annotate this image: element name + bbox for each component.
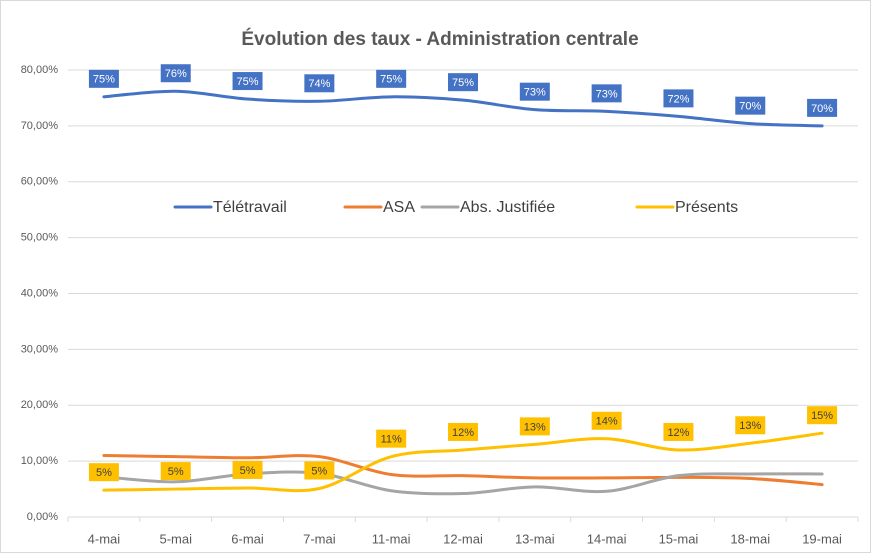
data-label-box: [448, 422, 478, 441]
data-label: 5%: [240, 465, 256, 477]
series-line: [102, 89, 824, 128]
data-label-box: [519, 417, 550, 436]
data-label-box: [232, 72, 263, 91]
data-label: 14%: [596, 416, 618, 428]
y-tick-label: 70,00%: [21, 120, 59, 132]
data-label: 11%: [381, 434, 402, 446]
legend-label: Abs. Justifiée: [460, 199, 555, 216]
legend-label: ASA: [383, 199, 415, 216]
data-label-box: [88, 463, 119, 482]
data-label-box: [591, 411, 622, 430]
data-label: 75%: [452, 77, 474, 89]
data-label-box: [376, 429, 407, 448]
series-line: [102, 454, 824, 487]
data-label-box: [448, 73, 478, 92]
x-tick-label: 19-mai: [802, 531, 842, 546]
x-tick-label: 5-mai: [159, 531, 192, 546]
data-label: 12%: [667, 427, 689, 439]
chart-title: Évolution des taux - Administration cent…: [241, 28, 638, 50]
y-tick-label: 30,00%: [21, 343, 59, 355]
data-label: 72%: [667, 93, 689, 105]
data-label-box: [663, 89, 694, 108]
y-tick-label: 80,00%: [21, 64, 59, 76]
data-label: 75%: [237, 76, 259, 88]
y-tick-label: 50,00%: [21, 232, 59, 244]
legend-label: Télétravail: [213, 199, 287, 216]
y-tick-label: 20,00%: [21, 399, 59, 411]
x-tick-label: 4-mai: [88, 531, 121, 546]
x-tick-label: 7-mai: [303, 531, 336, 546]
data-label: 5%: [96, 467, 112, 479]
data-label-box: [376, 69, 407, 88]
data-label-box: [807, 98, 838, 117]
data-label-box: [807, 406, 838, 425]
data-label: 73%: [596, 88, 618, 100]
x-tick-label: 14-mai: [587, 531, 627, 546]
x-tick-label: 11-mai: [372, 531, 411, 546]
data-label: 5%: [168, 466, 184, 478]
data-label: 70%: [811, 103, 833, 115]
x-tick-label: 13-mai: [515, 531, 555, 546]
series-line: [102, 431, 824, 493]
data-label: 70%: [739, 101, 761, 113]
y-tick-label: 10,00%: [21, 455, 59, 467]
x-tick-label: 18-mai: [730, 531, 770, 546]
data-label: 5%: [311, 465, 327, 477]
data-label-box: [735, 416, 766, 435]
data-label-box: [88, 69, 119, 88]
data-label: 13%: [524, 421, 546, 433]
data-label-box: [735, 96, 766, 115]
data-label-box: [663, 422, 694, 441]
data-label: 74%: [308, 78, 330, 90]
data-label: 15%: [811, 410, 833, 422]
data-label-box: [519, 82, 550, 101]
data-label-box: [304, 74, 335, 93]
y-tick-label: 0,00%: [27, 511, 58, 523]
y-tick-label: 40,00%: [21, 287, 59, 299]
data-label-box: [232, 460, 263, 479]
x-tick-label: 15-mai: [659, 531, 699, 546]
data-label: 76%: [165, 68, 187, 80]
data-label-box: [160, 64, 191, 83]
x-tick-label: 12-mai: [443, 531, 483, 546]
x-tick-label: 6-mai: [231, 531, 264, 546]
legend-label: Présents: [675, 199, 738, 216]
data-label: 73%: [524, 87, 546, 99]
y-tick-label: 60,00%: [21, 176, 59, 188]
data-label: 75%: [380, 74, 402, 86]
data-label: 12%: [452, 427, 474, 439]
data-label-box: [304, 461, 335, 480]
series-line: [102, 470, 824, 496]
data-label-box: [591, 84, 622, 103]
data-label-box: [160, 462, 191, 481]
data-label: 13%: [739, 420, 761, 432]
data-label: 75%: [93, 74, 115, 86]
